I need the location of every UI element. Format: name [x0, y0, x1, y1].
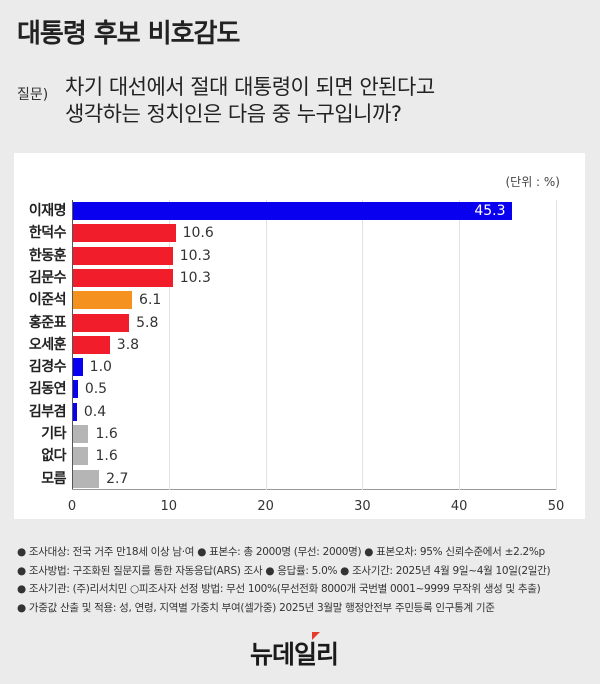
- value-label: 3.8: [116, 336, 140, 353]
- bar-row: 한동훈 10.3: [29, 245, 556, 267]
- value-label: 1.0: [89, 359, 112, 376]
- bar: [73, 447, 89, 466]
- logo-accent-icon: [312, 632, 320, 640]
- bar-row: 이준석 6.1: [29, 289, 556, 311]
- x-tick-label: 20: [257, 499, 274, 514]
- bar: [73, 313, 130, 332]
- category-label: 이준석: [28, 292, 67, 309]
- bar: [73, 402, 77, 421]
- category-label: 오세훈: [28, 336, 67, 353]
- gridline: [168, 200, 170, 490]
- gridline: [362, 200, 364, 490]
- category-label: 김부겸: [28, 403, 67, 420]
- category-label: 한동훈: [28, 247, 67, 264]
- note-line: ● 조사대상: 전국 거주 만18세 이상 남·여 ● 표본수: 총 2000명…: [17, 546, 545, 558]
- x-tick-label: 30: [354, 499, 371, 514]
- x-tick-label: 50: [547, 499, 565, 514]
- category-label: 김경수: [28, 359, 67, 376]
- x-tick-label: 40: [450, 499, 468, 514]
- bar: [73, 268, 173, 287]
- x-tick-label: 10: [160, 499, 178, 514]
- gridline: [556, 200, 557, 490]
- value-label: 1.6: [95, 448, 118, 465]
- bar-row: 오세훈 3.8: [29, 334, 556, 356]
- category-label: 김동연: [28, 381, 67, 398]
- bar-row: 없다 1.6: [41, 445, 556, 467]
- value-label: 0.4: [83, 403, 107, 420]
- bar-row: 김문수 10.3: [29, 267, 556, 289]
- logo-text: 뉴데일리: [250, 640, 339, 669]
- question-line-1: 차기 대선에서 절대 대통령이 되면 안된다고: [65, 75, 435, 99]
- question-label: 질문): [17, 87, 49, 103]
- plot-area: 이재명 45.3 한덕수 10.6 한동훈 10.3 김문수 10.3 이준석 6.1 홍준표 5.8…: [29, 200, 557, 490]
- bar-row: 김동연 0.5: [29, 378, 556, 400]
- value-label: 45.3: [474, 203, 506, 219]
- category-label: 기타: [41, 426, 66, 442]
- newdaily-logo: 뉴데일리: [250, 632, 339, 671]
- value-label: 10.3: [179, 269, 211, 286]
- note-line: ● 조사기관: (주)리서치민 ○피조사자 선정 방법: 무선 100%(무선전…: [17, 583, 541, 595]
- bar-row: 한덕수 10.6: [29, 222, 556, 244]
- category-label: 모름: [41, 470, 66, 487]
- bar: [73, 380, 78, 399]
- value-label: 2.7: [106, 470, 129, 487]
- note-line: ● 가중값 산출 및 적용: 성, 연령, 지역별 가중치 부여(셀가중) 20…: [17, 601, 495, 614]
- category-label: 없다: [41, 448, 66, 465]
- bar-row: 홍준표 5.8: [29, 312, 556, 334]
- bar: [73, 224, 176, 243]
- y-axis: [72, 200, 73, 490]
- value-label: 10.6: [182, 225, 214, 242]
- note-line: ● 조사방법: 구조화된 질문지를 통한 자동응답(ARS) 조사 ● 응답률:…: [17, 564, 551, 577]
- bar: [73, 469, 100, 488]
- unit-label: (단위 : %): [505, 175, 560, 189]
- bar: [73, 335, 110, 354]
- category-label: 김문수: [28, 269, 67, 286]
- bar: [73, 358, 83, 377]
- bar: [73, 291, 133, 310]
- gridline: [459, 200, 461, 490]
- chart-title: 대통령 후보 비호감도: [17, 19, 240, 49]
- chart-panel: (단위 : %) 이재명 45.3 한덕수 10.6 한동훈 10.3 김문수 10.3 이준석…: [14, 153, 585, 519]
- x-tick-label: 0: [67, 499, 77, 514]
- bar: [73, 246, 173, 265]
- value-label: 5.8: [136, 314, 159, 331]
- bar-row: 기타 1.6: [41, 423, 556, 445]
- bar-row: 김경수 1.0: [29, 356, 556, 378]
- bar-row: 모름 2.7: [41, 468, 556, 490]
- value-label: 10.3: [179, 247, 211, 264]
- survey-notes: ● 조사대상: 전국 거주 만18세 이상 남·여 ● 표본수: 총 2000명…: [17, 543, 551, 617]
- question-text: 차기 대선에서 절대 대통령이 되면 안된다고 생각하는 정치인은 다음 중 누…: [65, 74, 435, 128]
- category-label: 홍준표: [28, 314, 67, 331]
- bar-row: 이재명 45.3: [29, 200, 556, 222]
- category-label: 이재명: [28, 203, 67, 219]
- x-axis: [72, 489, 556, 490]
- value-label: 6.1: [139, 292, 162, 309]
- category-label: 한덕수: [28, 225, 67, 242]
- bar-row: 김부겸 0.4: [29, 401, 556, 423]
- bar: [73, 425, 89, 443]
- value-label: 0.5: [84, 381, 108, 398]
- question-line-2: 생각하는 정치인은 다음 중 누구입니까?: [65, 102, 402, 126]
- bar: [73, 202, 512, 220]
- gridline: [265, 200, 267, 490]
- value-label: 1.6: [95, 426, 118, 442]
